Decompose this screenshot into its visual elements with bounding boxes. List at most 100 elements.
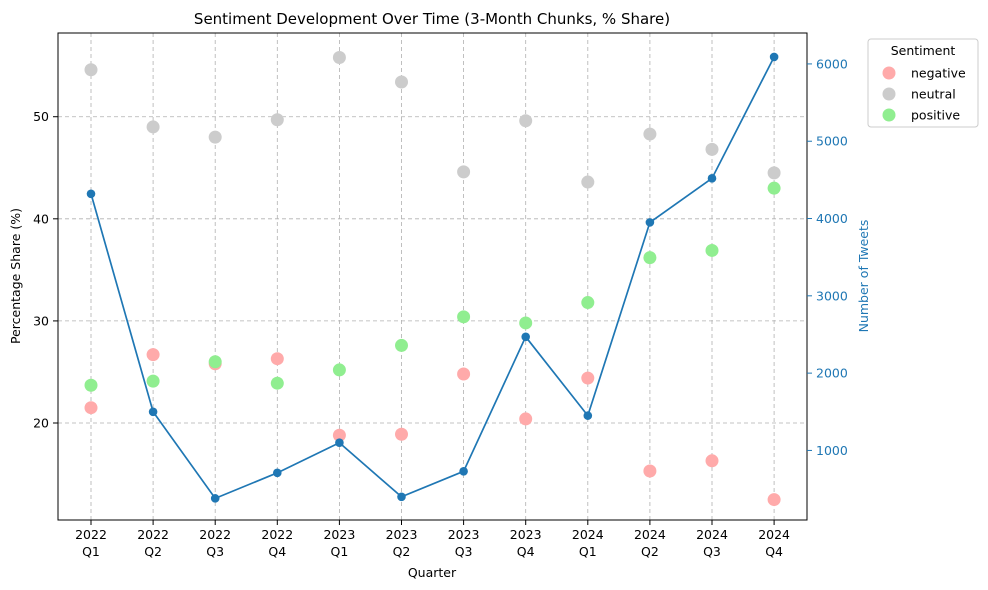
y-tick-label: 20 <box>33 416 49 431</box>
positive-point <box>332 363 346 377</box>
negative-point <box>705 454 719 468</box>
negative-point <box>332 428 346 442</box>
y2-tick-label: 6000 <box>816 56 848 71</box>
positive-point <box>519 316 533 330</box>
x-tick-label: 2023 <box>323 527 355 542</box>
x-tick-label: Q2 <box>144 544 162 559</box>
negative-point <box>395 427 408 441</box>
tweet-count-point <box>459 467 468 476</box>
x-tick-label: Q4 <box>268 544 286 559</box>
x-tick-label: 2022 <box>137 527 169 542</box>
negative-point <box>146 348 160 362</box>
neutral-point <box>270 113 284 127</box>
x-tick-label: Q1 <box>331 544 349 559</box>
x-tick-label: Q2 <box>393 544 411 559</box>
negative-point <box>519 412 533 426</box>
positive-point <box>146 374 160 388</box>
neutral-point <box>208 130 222 144</box>
tweet-count-point <box>86 189 96 199</box>
y-axis-label: Percentage Share (%) <box>8 208 23 344</box>
neutral-point <box>767 166 781 180</box>
tweet-count-point <box>645 218 655 227</box>
neutral-point <box>457 165 471 179</box>
negative-point <box>457 367 471 381</box>
legend-marker-negative <box>882 66 896 80</box>
y2-tick-label: 2000 <box>816 366 848 381</box>
negative-point <box>270 352 284 366</box>
legend-frame <box>867 38 979 128</box>
neutral-point <box>84 63 98 77</box>
positive-point <box>457 310 471 324</box>
positive-point <box>581 296 595 310</box>
legend: Sentiment negative neutral positive <box>867 38 979 128</box>
positive-point <box>395 338 408 352</box>
axes: 2022 Q1 2022 Q2 2022 Q3 2022 Q4 2023 Q1 2023 Q2 2023… <box>33 56 848 559</box>
positive-point <box>767 181 781 195</box>
x-tick-label: 2023 <box>448 527 480 542</box>
plot-frame <box>57 32 808 521</box>
tweet-count-point <box>521 332 530 342</box>
neutral-point <box>643 127 657 141</box>
legend-marker-positive <box>882 108 896 122</box>
y2-axis-label: Number of Tweets <box>856 220 871 333</box>
neutral-point <box>705 142 719 156</box>
tweet-count-point <box>273 468 282 478</box>
negative-point <box>581 371 595 385</box>
tweet-count-point <box>148 407 158 417</box>
x-tick-label: 2024 <box>634 527 666 542</box>
tweet-count-point <box>583 411 593 420</box>
positive-point <box>270 376 284 390</box>
tweet-count-point <box>769 52 779 62</box>
x-tick-label: 2024 <box>696 527 728 542</box>
neutral-point <box>146 120 160 134</box>
neutral-point <box>395 75 408 89</box>
legend-label-neutral: neutral <box>911 87 956 102</box>
legend-title: Sentiment <box>891 43 956 58</box>
x-tick-label: Q3 <box>455 544 473 559</box>
x-tick-label: Q4 <box>517 544 535 559</box>
positive-point <box>643 251 657 265</box>
x-tick-label: 2022 <box>261 527 293 542</box>
x-tick-label: 2022 <box>199 527 231 542</box>
tweet-count-line <box>90 56 775 500</box>
legend-marker-neutral <box>882 87 896 101</box>
x-tick-label: Q2 <box>641 544 659 559</box>
neutral-point <box>332 51 346 65</box>
negative-point <box>84 401 98 415</box>
x-tick-label: Q3 <box>206 544 224 559</box>
y2-tick-label: 3000 <box>816 288 848 303</box>
positive-point <box>705 243 719 257</box>
x-axis-label: Quarter <box>408 565 457 580</box>
x-tick-label: 2023 <box>386 527 418 542</box>
positive-point <box>208 355 222 369</box>
x-tick-label: Q4 <box>765 544 783 559</box>
positive-point <box>84 378 98 392</box>
data-marks <box>84 51 781 507</box>
neutral-point <box>519 114 533 128</box>
legend-label-negative: negative <box>911 66 966 81</box>
x-tick-label: Q3 <box>703 544 721 559</box>
x-tick-label: 2022 <box>75 527 107 542</box>
y-tick-label: 30 <box>33 313 49 328</box>
tweet-count-point <box>707 174 717 183</box>
y-tick-label: 40 <box>33 211 49 226</box>
tweet-count-point <box>397 492 406 502</box>
neutral-point <box>581 175 595 189</box>
negative-point <box>643 464 657 478</box>
tweet-count-point <box>210 494 220 503</box>
x-tick-label: 2024 <box>758 527 790 542</box>
y-tick-label: 50 <box>33 109 49 124</box>
grid <box>58 33 807 520</box>
negative-point <box>767 493 781 507</box>
legend-label-positive: positive <box>911 108 960 123</box>
y2-tick-label: 5000 <box>816 134 848 149</box>
x-tick-label: 2024 <box>572 527 604 542</box>
x-tick-label: 2023 <box>510 527 542 542</box>
tweet-count-point <box>335 438 344 447</box>
x-tick-label: Q1 <box>579 544 597 559</box>
y2-tick-label: 1000 <box>816 443 848 458</box>
y2-tick-label: 4000 <box>816 211 848 226</box>
chart-title: Sentiment Development Over Time (3-Month… <box>194 10 670 28</box>
x-tick-label: Q1 <box>82 544 100 559</box>
